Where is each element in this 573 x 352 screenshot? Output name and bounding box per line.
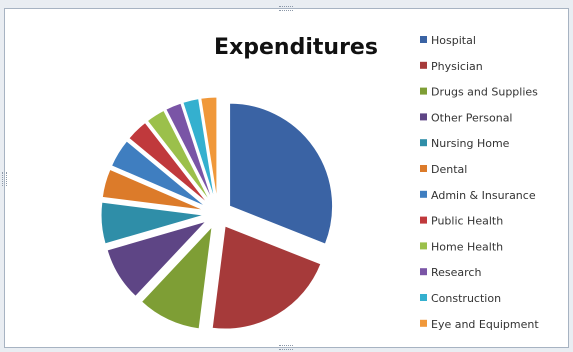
resize-handle-top[interactable] (279, 6, 293, 11)
pie-slice-admin-insurance[interactable] (110, 140, 207, 208)
chart-title: Expenditures (214, 35, 378, 60)
pie-slice-construction[interactable] (182, 98, 216, 201)
legend-swatch-drugs-and-supplies (420, 87, 427, 95)
legend-swatch-admin-insurance (420, 190, 427, 198)
pie-slice-home-health[interactable] (146, 109, 211, 203)
pie-slice-physician[interactable] (211, 225, 322, 330)
legend-swatch-physician (420, 61, 427, 69)
pie-slice-drugs-and-supplies[interactable] (140, 225, 213, 330)
legend-label-research: Research (431, 266, 481, 279)
legend-swatch-public-health (420, 216, 427, 224)
pie-slice-hospital[interactable] (229, 102, 334, 245)
legend-label-nursing-home: Nursing Home (431, 137, 510, 150)
legend-label-hospital: Hospital (431, 34, 476, 47)
pie-slices (100, 96, 334, 330)
legend-swatch-nursing-home (420, 139, 427, 147)
legend-swatch-dental (420, 165, 427, 172)
legend-swatch-construction (420, 294, 427, 301)
resize-handle-bottom[interactable] (279, 345, 293, 350)
legend-label-public-health: Public Health (431, 215, 503, 228)
pie-slice-eye-and-equipment[interactable] (200, 96, 218, 201)
pie-slice-dental[interactable] (101, 168, 205, 211)
pie-slice-nursing-home[interactable] (100, 201, 205, 245)
legend-swatch-home-health (420, 242, 427, 250)
resize-handle-left[interactable] (2, 172, 7, 186)
legend-label-construction: Construction (431, 292, 501, 305)
legend-label-admin-insurance: Admin & Insurance (431, 189, 536, 202)
legend-label-drugs-and-supplies: Drugs and Supplies (431, 86, 538, 99)
legend-label-other-personal: Other Personal (431, 111, 513, 124)
pie-slice-research[interactable] (165, 102, 214, 202)
legend-swatch-other-personal (420, 113, 427, 121)
legend-label-dental: Dental (431, 163, 467, 176)
pie-chart: Expenditures Hospital Physician Drugs and … (100, 34, 539, 331)
chart-frame[interactable]: Expenditures Hospital Physician Drugs and … (2, 6, 569, 350)
legend-label-eye-and-equipment: Eye and Equipment (431, 318, 539, 331)
pie-slice-public-health[interactable] (128, 121, 209, 205)
legend-swatch-eye-and-equipment (420, 319, 427, 327)
legend: Hospital Physician Drugs and Supplies Other… (420, 34, 539, 331)
legend-label-home-health: Home Health (431, 240, 503, 253)
legend-swatch-hospital (420, 36, 427, 43)
legend-label-physician: Physician (431, 60, 483, 73)
pie-slice-other-personal[interactable] (106, 220, 208, 298)
legend-swatch-research (420, 268, 427, 276)
